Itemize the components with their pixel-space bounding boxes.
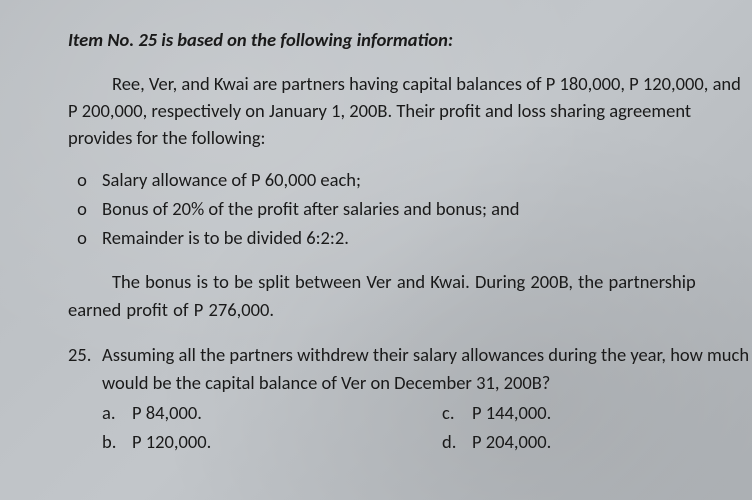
bullet-text: Bonus of 20% of the profit after salarie… bbox=[96, 196, 752, 223]
choice-letter: d. bbox=[442, 428, 472, 457]
choice-a: a. P 84,000. bbox=[102, 399, 442, 428]
bullet-item: o Bonus of 20% of the profit after salar… bbox=[68, 196, 752, 223]
bullet-list: o Salary allowance of P 60,000 each; o B… bbox=[68, 167, 752, 251]
choice-text: P 204,000. bbox=[472, 428, 551, 457]
choices-grid: a. P 84,000. b. P 120,000. c. P 144,000. bbox=[102, 399, 752, 456]
choice-c: c. P 144,000. bbox=[442, 399, 551, 428]
bonus-paragraph: The bonus is to be split between Ver and… bbox=[68, 268, 752, 324]
choice-text: P 144,000. bbox=[472, 399, 551, 428]
bullet-item: o Remainder is to be divided 6:2:2. bbox=[68, 225, 752, 252]
bullet-text: Salary allowance of P 60,000 each; bbox=[96, 167, 752, 194]
question-stem: Assuming all the partners withdrew their… bbox=[102, 341, 752, 397]
item-heading: Item No. 25 is based on the following in… bbox=[68, 28, 752, 51]
choice-d: d. P 204,000. bbox=[442, 428, 551, 457]
question-block: 25. Assuming all the partners withdrew t… bbox=[68, 341, 752, 456]
bullet-item: o Salary allowance of P 60,000 each; bbox=[68, 167, 752, 194]
bullet-marker-icon: o bbox=[68, 225, 96, 252]
bullet-text: Remainder is to be divided 6:2:2. bbox=[96, 225, 752, 252]
choice-b: b. P 120,000. bbox=[102, 428, 442, 457]
intro-paragraph: Ree, Ver, and Kwai are partners having c… bbox=[68, 71, 752, 151]
choice-text: P 84,000. bbox=[132, 399, 202, 428]
choice-letter: a. bbox=[102, 399, 132, 428]
choice-letter: b. bbox=[102, 428, 132, 457]
bullet-marker-icon: o bbox=[68, 167, 96, 194]
question-number: 25. bbox=[68, 341, 102, 456]
bullet-marker-icon: o bbox=[68, 196, 96, 223]
choice-letter: c. bbox=[442, 399, 472, 428]
choice-text: P 120,000. bbox=[132, 428, 211, 457]
